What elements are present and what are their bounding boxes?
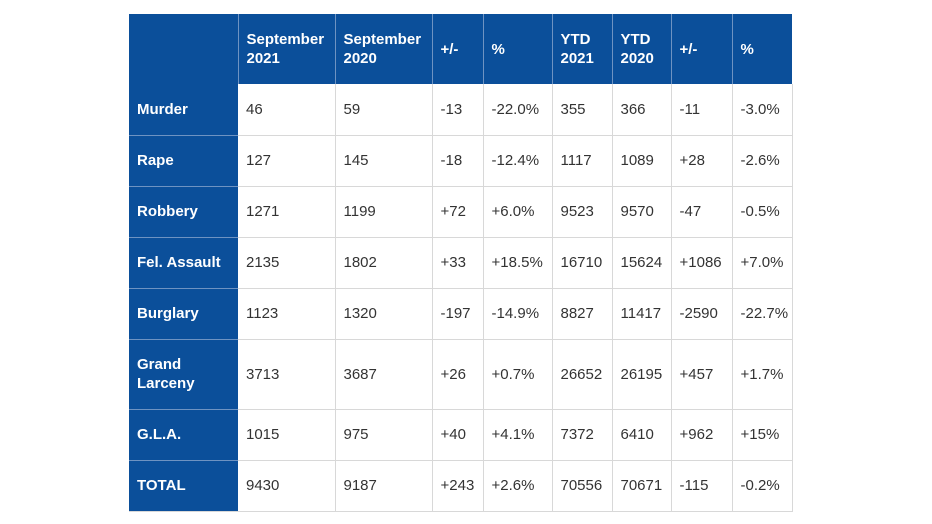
cell-sept-2020: 3687 [335, 339, 433, 410]
cell-ytd-2021: 9523 [552, 186, 613, 238]
cell-sept-2021: 9430 [238, 460, 336, 512]
crime-statistics-table: September 2021 September 2020 +/- % YTD 202… [129, 14, 793, 512]
cell-month-percent: -14.9% [483, 288, 553, 340]
cell-sept-2021: 2135 [238, 237, 336, 289]
cell-month-percent: +6.0% [483, 186, 553, 238]
cell-month-change: +72 [432, 186, 484, 238]
table-row: Murder 46 59 -13 -22.0% 355 366 -11 -3.0% [129, 84, 793, 136]
cell-sept-2021: 127 [238, 135, 336, 187]
header-september-2020: September 2020 [335, 14, 433, 84]
cell-ytd-percent: +1.7% [732, 339, 793, 410]
cell-ytd-percent: -3.0% [732, 84, 793, 136]
row-label: Robbery [129, 186, 238, 238]
cell-ytd-change: +962 [671, 409, 733, 461]
cell-month-percent: -22.0% [483, 84, 553, 136]
cell-month-change: +26 [432, 339, 484, 410]
table-row: G.L.A. 1015 975 +40 +4.1% 7372 6410 +962 +15% [129, 409, 793, 461]
table-row: Fel. Assault 2135 1802 +33 +18.5% 16710 15624 +… [129, 237, 793, 289]
header-row: September 2021 September 2020 +/- % YTD 202… [129, 14, 792, 84]
cell-month-change: -197 [432, 288, 484, 340]
cell-month-change: -13 [432, 84, 484, 136]
row-label: Fel. Assault [129, 237, 238, 289]
header-ytd-percent: % [732, 14, 792, 84]
cell-month-percent: +2.6% [483, 460, 553, 512]
cell-sept-2021: 3713 [238, 339, 336, 410]
header-ytd-2020: YTD 2020 [612, 14, 672, 84]
cell-ytd-2021: 7372 [552, 409, 613, 461]
row-label: TOTAL [129, 460, 238, 512]
cell-sept-2020: 975 [335, 409, 433, 461]
cell-sept-2020: 1199 [335, 186, 433, 238]
cell-sept-2021: 1271 [238, 186, 336, 238]
header-september-2021: September 2021 [238, 14, 336, 84]
cell-ytd-change: +457 [671, 339, 733, 410]
cell-ytd-percent: -2.6% [732, 135, 793, 187]
cell-month-change: +40 [432, 409, 484, 461]
cell-ytd-change: +28 [671, 135, 733, 187]
table-row: Rape 127 145 -18 -12.4% 1117 1089 +28 -2.6% [129, 135, 793, 187]
cell-ytd-2021: 70556 [552, 460, 613, 512]
cell-sept-2021: 1015 [238, 409, 336, 461]
cell-sept-2020: 1320 [335, 288, 433, 340]
cell-sept-2021: 1123 [238, 288, 336, 340]
cell-month-change: -18 [432, 135, 484, 187]
cell-month-change: +33 [432, 237, 484, 289]
cell-sept-2020: 1802 [335, 237, 433, 289]
cell-ytd-change: -115 [671, 460, 733, 512]
row-label: Burglary [129, 288, 238, 340]
table-row: TOTAL 9430 9187 +243 +2.6% 70556 70671 -115 -0.2… [129, 460, 793, 512]
header-corner [129, 14, 239, 84]
row-label: G.L.A. [129, 409, 238, 461]
row-label: Grand Larceny [129, 339, 238, 410]
cell-ytd-percent: -0.5% [732, 186, 793, 238]
cell-ytd-2020: 70671 [612, 460, 672, 512]
cell-ytd-2021: 1117 [552, 135, 613, 187]
cell-sept-2021: 46 [238, 84, 336, 136]
cell-ytd-percent: -22.7% [732, 288, 793, 340]
cell-ytd-2021: 16710 [552, 237, 613, 289]
row-label: Rape [129, 135, 238, 187]
cell-ytd-2020: 26195 [612, 339, 672, 410]
cell-ytd-percent: +7.0% [732, 237, 793, 289]
table-row: Grand Larceny 3713 3687 +26 +0.7% 26652 26195 +4… [129, 339, 793, 410]
cell-ytd-2020: 6410 [612, 409, 672, 461]
cell-ytd-2020: 15624 [612, 237, 672, 289]
row-label: Murder [129, 84, 238, 136]
cell-sept-2020: 59 [335, 84, 433, 136]
table-row: Burglary 1123 1320 -197 -14.9% 8827 11417 -2590… [129, 288, 793, 340]
cell-ytd-2020: 366 [612, 84, 672, 136]
cell-sept-2020: 9187 [335, 460, 433, 512]
header-month-change: +/- [432, 14, 484, 84]
cell-month-percent: +4.1% [483, 409, 553, 461]
header-ytd-2021: YTD 2021 [552, 14, 613, 84]
cell-ytd-2020: 9570 [612, 186, 672, 238]
table-body: Murder 46 59 -13 -22.0% 355 366 -11 -3.0% Rape 127… [129, 84, 793, 512]
cell-month-percent: +18.5% [483, 237, 553, 289]
cell-ytd-2020: 1089 [612, 135, 672, 187]
header-ytd-change: +/- [671, 14, 733, 84]
cell-month-percent: -12.4% [483, 135, 553, 187]
cell-ytd-2021: 355 [552, 84, 613, 136]
cell-ytd-change: -11 [671, 84, 733, 136]
cell-month-change: +243 [432, 460, 484, 512]
header-month-percent: % [483, 14, 553, 84]
cell-month-percent: +0.7% [483, 339, 553, 410]
cell-sept-2020: 145 [335, 135, 433, 187]
cell-ytd-2020: 11417 [612, 288, 672, 340]
cell-ytd-percent: -0.2% [732, 460, 793, 512]
cell-ytd-percent: +15% [732, 409, 793, 461]
cell-ytd-change: -2590 [671, 288, 733, 340]
cell-ytd-change: -47 [671, 186, 733, 238]
cell-ytd-change: +1086 [671, 237, 733, 289]
table-row: Robbery 1271 1199 +72 +6.0% 9523 9570 -47 -0.5% [129, 186, 793, 238]
cell-ytd-2021: 26652 [552, 339, 613, 410]
cell-ytd-2021: 8827 [552, 288, 613, 340]
